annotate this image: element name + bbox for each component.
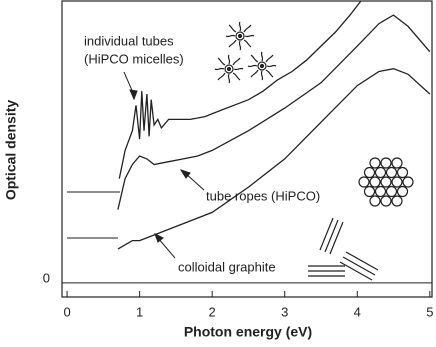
- micelle-icons: [214, 21, 277, 84]
- rope-tube: [396, 185, 409, 198]
- rope-tube: [369, 157, 381, 169]
- x-tick-label: 4: [354, 304, 361, 319]
- rope-tube: [374, 185, 387, 198]
- rope-tube: [380, 195, 392, 207]
- x-tick-label: 0: [63, 304, 70, 319]
- rope-tube: [380, 157, 392, 169]
- rope-tube: [380, 176, 392, 188]
- curve: [117, 14, 431, 210]
- rope-tube: [391, 176, 403, 188]
- x-tick-label: 5: [426, 304, 433, 319]
- rope-tube: [369, 195, 381, 207]
- rope-tube: [363, 185, 376, 198]
- annotation: (HiPCO micelles): [84, 51, 184, 66]
- plot-frame: [61, 0, 433, 298]
- rope-tube: [391, 195, 403, 207]
- rope-tube: [385, 185, 398, 198]
- rope-tube: [391, 157, 403, 169]
- y-axis-title: Optical density: [3, 100, 19, 201]
- rope-tube: [358, 176, 370, 188]
- rope-tube: [402, 176, 414, 188]
- annotation: tube ropes (HiPCO): [206, 188, 320, 203]
- graphite-icon: [308, 217, 379, 281]
- x-axis-title: Photon energy (eV): [184, 324, 312, 340]
- rope-tube: [396, 166, 409, 179]
- x-tick-label: 3: [281, 304, 288, 319]
- x-tick-label: 2: [209, 304, 216, 319]
- rope-tube: [385, 166, 398, 179]
- curve: [118, 0, 362, 179]
- annotation: colloidal graphite: [178, 259, 276, 274]
- rope-icon: [358, 157, 414, 207]
- curve: [117, 68, 431, 250]
- rope-tube: [374, 166, 387, 179]
- annotation: individual tubes: [84, 33, 174, 48]
- x-tick-label: 1: [136, 304, 143, 319]
- y-tick-label: 0: [43, 270, 50, 285]
- arrows: [123, 71, 205, 259]
- rope-tube: [363, 166, 376, 179]
- rope-tube: [369, 176, 381, 188]
